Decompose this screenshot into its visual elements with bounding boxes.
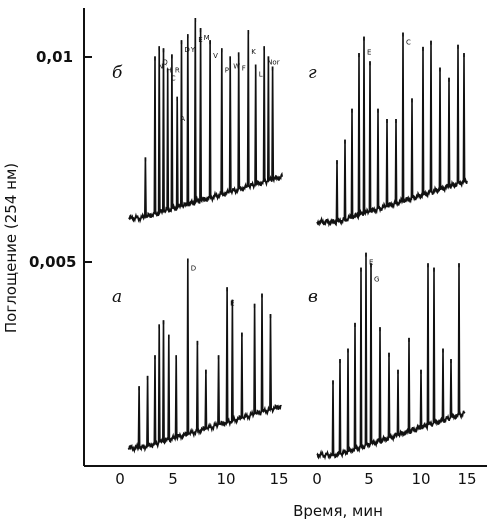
peak-label: E	[230, 299, 234, 307]
panel-letter: в	[308, 287, 318, 307]
chromatogram-trace	[316, 32, 468, 228]
peak-label: V	[213, 52, 218, 60]
x-tick-label: 0	[312, 470, 322, 488]
panel-letter: а	[112, 287, 122, 307]
peak-label: C	[406, 39, 411, 47]
peak-label: E	[369, 259, 373, 267]
peak-label: M	[204, 34, 210, 42]
peak-label: E	[198, 36, 202, 44]
chromatogram-trace	[128, 17, 283, 224]
peak-label: Y	[190, 46, 196, 54]
peak-label: E	[367, 49, 371, 57]
y-tick-label: 0,01	[36, 48, 73, 66]
x-tick-label: 15	[269, 470, 288, 488]
peak-label: R	[175, 66, 180, 74]
peak-label: D	[191, 265, 196, 273]
x-tick-label: 10	[411, 470, 430, 488]
peak-label: H	[167, 66, 172, 74]
chromatogram-panel: в EG	[308, 252, 466, 461]
peak-label: W	[233, 62, 240, 70]
peak-label: D	[185, 46, 190, 54]
x-tick-label: 0	[115, 470, 125, 488]
panel-letter: б	[112, 63, 123, 83]
panel-letter: г	[308, 63, 317, 83]
peak-label: Nor	[267, 58, 280, 66]
x-tick-label: 10	[216, 470, 235, 488]
x-tick-label: 5	[364, 470, 374, 488]
peak-label: A	[180, 115, 185, 123]
x-tick-label: 5	[168, 470, 178, 488]
x-tick-label: 15	[457, 470, 476, 488]
y-tick-label: 0,005	[29, 253, 76, 271]
peak-label: K	[251, 48, 256, 56]
chromatogram-trace	[127, 258, 282, 454]
y-axis-title: Поглощение (254 нм)	[2, 163, 20, 333]
peak-label: C	[171, 75, 176, 83]
x-axis-title: Время, мин	[293, 502, 383, 520]
peak-label: P	[225, 66, 229, 74]
peak-label: Q	[162, 58, 168, 66]
peak-label: G	[374, 275, 379, 283]
peak-label: L	[259, 71, 263, 79]
peak-label: N	[158, 62, 163, 70]
chromatogram-panel: г C E	[308, 32, 468, 228]
peak-label: F	[242, 64, 246, 72]
axes: 0,01 0,005 Поглощение (254 нм) 0 5 10 15…	[2, 8, 487, 520]
chromatogram-trace	[316, 252, 466, 461]
chromatogram-panel: а D E	[112, 258, 282, 454]
